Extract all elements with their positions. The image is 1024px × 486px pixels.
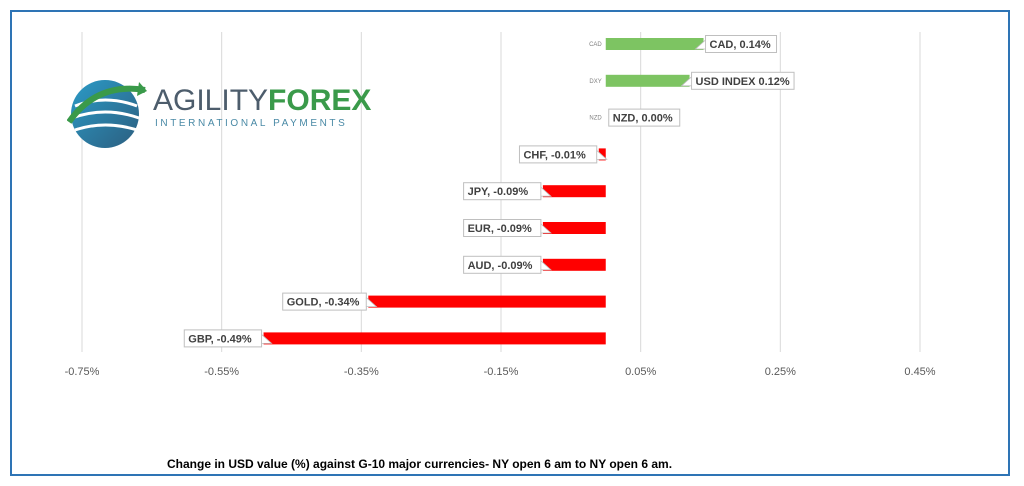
x-tick-label: 0.45% [904,366,935,378]
data-label-text: CAD, 0.14% [710,39,771,51]
data-label-box [608,108,681,127]
data-label-text: GOLD, -0.34% [287,297,360,309]
callout-pointer [261,333,273,344]
x-tick-label: -0.35% [344,366,379,378]
callout-pointer [680,75,692,87]
data-label-text: NZD, 0.00% [613,113,673,125]
bar-gold [368,295,606,308]
callout-pointer [365,296,378,308]
bar-jpy [542,185,606,198]
x-axis-ticks: -0.75% -0.55% -0.35% -0.15% 0.05% 0.25% 0.45% [65,366,936,378]
data-label-text: GBP, -0.49% [188,333,252,345]
data-label-dxy: USD INDEX 0.12% [680,71,795,90]
chart-caption: Change in USD value (%) against G-10 maj… [167,457,673,471]
category-label: CAD [589,42,602,48]
callout-pointer [540,259,552,271]
data-labels: CAD CAD, 0.14% DXY USD INDEX 0.12% NZD NZD, 0… [183,35,795,348]
chart-frame: CAD CAD, 0.14% DXY USD INDEX 0.12% NZD NZD, 0… [10,10,1010,476]
callout-pointer [540,223,552,234]
x-tick-label: 0.05% [625,366,656,378]
data-label-text: USD INDEX 0.12% [696,76,790,88]
category-label: DXY [589,79,601,85]
data-label-aud: AUD, -0.09% [463,255,552,274]
data-label-text: EUR, -0.09% [468,223,532,235]
x-tick-label: 0.25% [765,366,796,378]
globe-swoosh-icon [67,80,147,148]
logo-wordmark-forex: FOREX [268,84,372,117]
data-label-cad: CAD, 0.14% [694,35,778,53]
bars [263,38,704,345]
bar-chart: CAD CAD, 0.14% DXY USD INDEX 0.12% NZD NZD, 0… [65,32,936,378]
bar-chf [598,148,606,161]
logo-wordmark: AGILITYFOREX [153,86,371,116]
data-label-chf: CHF, -0.01% [518,145,608,164]
callout-pointer [694,39,706,50]
callout-pointer [596,149,608,160]
data-label-eur: EUR, -0.09% [463,219,552,237]
x-tick-label: -0.15% [484,366,519,378]
data-label-gold: GOLD, -0.34% [282,292,378,311]
data-label-gbp: GBP, -0.49% [183,329,273,348]
x-tick-label: -0.75% [65,366,100,378]
bar-aud [542,258,606,271]
data-label-jpy: JPY, -0.09% [463,182,552,201]
bar-dxy [605,74,690,87]
bar-eur [542,222,606,234]
bar-gbp [263,332,606,345]
data-label-text: AUD, -0.09% [468,260,533,272]
category-label: NZD [589,116,602,122]
agility-forex-logo: AGILITYFOREX INTERNATIONAL PAYMENTS [67,72,371,152]
x-tick-label: -0.55% [204,366,239,378]
bar-cad [605,38,704,50]
logo-wordmark-agility: AGILITY [153,84,269,117]
data-label-nzd: NZD, 0.00% [608,108,681,127]
data-label-text: JPY, -0.09% [468,186,529,198]
data-label-text: CHF, -0.01% [523,149,586,161]
callout-pointer [540,186,552,197]
logo-tagline: INTERNATIONAL PAYMENTS [155,118,348,129]
